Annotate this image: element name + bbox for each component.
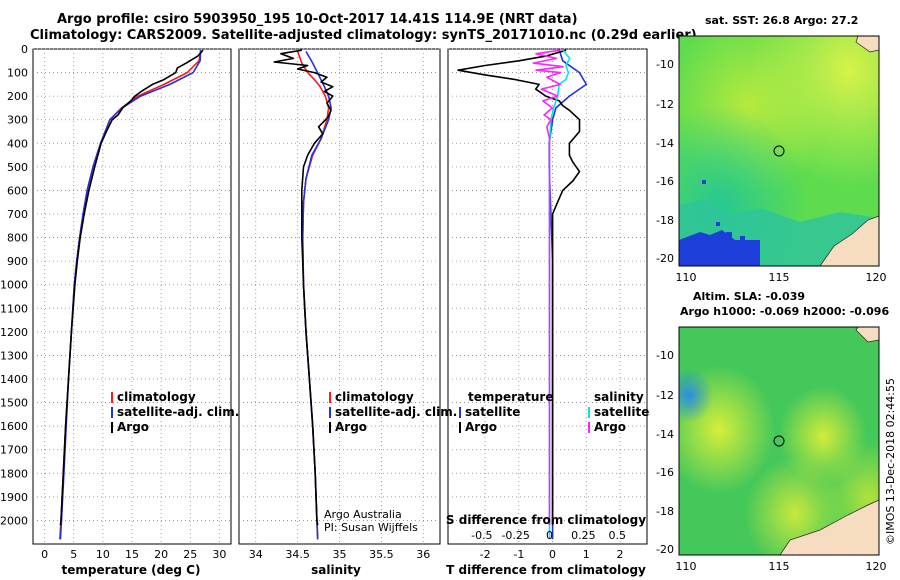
profile-title: Argo profile: csiro 5903950_195 10-Oct-2… [57,12,578,27]
depth-tick-label: 1900 [0,491,28,504]
sst-lat-tick: -16 [656,175,674,188]
sst-map [678,35,880,267]
x-tick-label: 30 [212,548,226,561]
sla-lat-tick: -18 [656,505,674,518]
series-line-climatology [59,50,202,540]
depth-tick-label: 100 [7,67,28,80]
sla-lon-tick: 115 [769,560,790,573]
temperature-axis-label: temperature (deg C) [62,563,201,577]
series-line-argo [59,49,204,526]
sst-lat-tick: -14 [656,137,674,150]
sal-legend-argo: Argo [335,420,367,434]
depth-tick-label: 300 [7,114,28,127]
depth-tick-label: 1200 [0,326,28,339]
sla-lat-tick: -12 [656,389,674,402]
sst-lat-tick: -12 [656,98,674,111]
series-line-t-satellite [548,49,588,540]
sla-lat-tick: -14 [656,428,674,441]
diff-legend-s-argo: Argo [594,420,626,434]
series-line-satellite-adj-clim- [59,50,202,540]
x-tick-label: 0 [41,548,48,561]
climatology-title: Climatology: CARS2009. Satellite-adjuste… [30,28,697,43]
sla-map-title: Altim. SLA: -0.039 [693,290,806,303]
sst-lon-tick: 115 [769,271,790,284]
series-line-argo [273,49,334,526]
temp-legend-climatology: climatology [117,390,196,404]
s-diff-tick-label: -0.25 [501,529,529,542]
sst-float-position-marker [773,145,785,157]
diff-legend-temperature-title: temperature [468,390,553,404]
x-tick-label: -2 [480,548,491,561]
x-tick-label: 20 [154,548,168,561]
temp-legend-argo: Argo [117,420,149,434]
x-tick-label: 34 [249,548,263,561]
credit-line-2: PI: Susan Wijffels [324,521,418,534]
depth-tick-label: 2000 [0,514,28,527]
sal-legend-satellite-adj: satellite-adj. clim. [335,405,457,419]
difference-panel-frame [447,48,648,545]
diff-legend-salinity-title: salinity [594,390,644,404]
sst-lat-tick: -10 [656,58,674,71]
x-tick-label: 0 [549,548,556,561]
depth-tick-label: 1400 [0,373,28,386]
temp-legend-satellite-adj: satellite-adj. clim. [117,405,239,419]
depth-tick-label: 900 [7,255,28,268]
series-line-s-argo [532,49,564,526]
x-tick-label: 25 [183,548,197,561]
x-tick-label: 36 [416,548,430,561]
diff-legend-s-satellite: satellite [594,405,649,419]
x-tick-label: 15 [125,548,139,561]
x-tick-label: 10 [96,548,110,561]
sla-lat-tick: -10 [656,349,674,362]
sla-lat-tick: -16 [656,466,674,479]
depth-tick-label: 1100 [0,302,28,315]
depth-tick-label: 1600 [0,420,28,433]
x-tick-label: 35 [333,548,347,561]
sst-lat-tick: -20 [656,252,674,265]
series-line-t-argo [457,49,581,526]
sst-map-title: sat. SST: 26.8 Argo: 27.2 [705,14,859,27]
sla-float-position-marker [773,435,785,447]
sla-lon-tick: 120 [866,560,887,573]
x-tick-label: 5 [70,548,77,561]
salinity-axis-label: salinity [311,563,361,577]
s-diff-tick-label: 0 [546,529,553,542]
depth-tick-label: 800 [7,232,28,245]
sla-map-subtitle: Argo h1000: -0.069 h2000: -0.096 [680,305,890,318]
x-tick-label: 2 [617,548,624,561]
sla-map [678,326,880,556]
depth-tick-label: 200 [7,90,28,103]
sst-lat-tick: -18 [656,214,674,227]
depth-tick-label: 700 [7,208,28,221]
credit-line-1: Argo Australia [324,508,402,521]
sal-legend-climatology: climatology [335,390,414,404]
depth-tick-label: 500 [7,161,28,174]
depth-tick-label: 1300 [0,349,28,362]
sst-lon-tick: 120 [866,271,887,284]
sla-lat-tick: -20 [656,543,674,556]
diff-legend-t-argo: Argo [465,420,497,434]
depth-tick-label: 400 [7,137,28,150]
depth-tick-label: 1700 [0,444,28,457]
s-diff-tick-label: -0.5 [471,529,492,542]
series-line-climatology [296,51,330,540]
diff-legend-t-satellite: satellite [465,405,520,419]
t-difference-axis-label: T difference from climatology [446,563,646,577]
sst-lon-tick: 110 [676,271,697,284]
depth-tick-label: 600 [7,184,28,197]
s-diff-tick-label: 0.25 [571,529,596,542]
x-tick-label: 34.5 [285,548,310,561]
sla-lon-tick: 110 [676,560,697,573]
depth-tick-label: 1800 [0,467,28,480]
depth-tick-label: 1500 [0,397,28,410]
x-tick-label: 35.5 [369,548,394,561]
x-tick-label: -1 [513,548,524,561]
s-difference-axis-label: S difference from climatology [446,513,646,527]
depth-tick-label: 1000 [0,279,28,292]
depth-tick-label: 0 [21,43,28,56]
series-line-satellite-adj-clim- [301,51,332,540]
s-diff-tick-label: 0.5 [608,529,626,542]
x-tick-label: 1 [583,548,590,561]
